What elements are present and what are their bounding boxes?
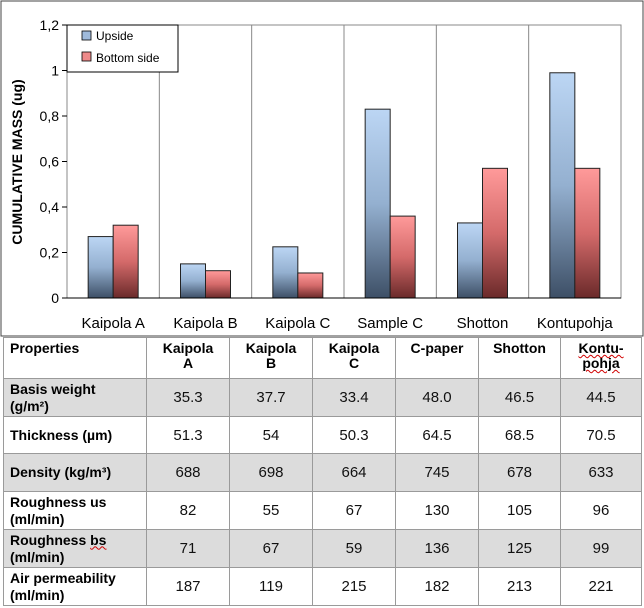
legend-label-upside: Upside — [96, 29, 134, 43]
row-label: Air permeability (ml/min) — [3, 567, 147, 606]
table-cell: 67 — [312, 491, 396, 530]
table-cell: 187 — [146, 567, 230, 606]
x-tick-label: Kaipola C — [265, 315, 330, 332]
bar-upside — [364, 108, 391, 299]
table-row: Roughness us (ml/min) 82 55 67 130 105 96 — [3, 491, 642, 530]
row-label: Thickness (µm) — [3, 416, 147, 454]
table-row: Density (kg/m³) 688 698 664 745 678 633 — [3, 453, 642, 492]
table-cell: 213 — [478, 567, 561, 606]
bar-upside — [457, 222, 483, 299]
column-header: Shotton — [478, 337, 561, 379]
row-label: Basis weight (g/m²) — [3, 378, 147, 417]
table-cell: 664 — [312, 453, 396, 492]
table-cell: 688 — [146, 453, 230, 492]
row-label: Density (kg/m³) — [3, 453, 147, 492]
legend-swatch-bottom — [81, 51, 92, 62]
bar-chart: 0 0,2 0,4 0,6 0,8 1 1,2 Kaipola A Kaipola B Kaipo… — [0, 0, 644, 337]
x-tick-label: Kaipola B — [173, 315, 237, 332]
table-row: Thickness (µm) 51.3 54 50.3 64.5 68.5 70.5 — [3, 416, 642, 454]
column-header: Kaipola A — [146, 337, 230, 379]
table-cell: 215 — [312, 567, 396, 606]
table-cell: 82 — [146, 491, 230, 530]
table-cell: 678 — [478, 453, 561, 492]
properties-table: Properties Kaipola A Kaipola B Kaipola C C-pape… — [3, 337, 642, 606]
table-cell: 745 — [395, 453, 479, 492]
table-cell: 130 — [395, 491, 479, 530]
table-header-row: Properties Kaipola A Kaipola B Kaipola C C-pape… — [3, 337, 642, 379]
table-cell: 50.3 — [312, 416, 396, 454]
table-cell: 221 — [560, 567, 642, 606]
header-properties: Properties — [3, 337, 147, 379]
bar-upside — [180, 263, 206, 299]
column-header: Kaipola B — [229, 337, 313, 379]
table-row: Roughness bs (ml/min) 71 67 59 136 125 99 — [3, 529, 642, 568]
bar-bottom-side — [112, 224, 139, 299]
table-row: Air permeability (ml/min) 187 119 215 182 213 2… — [3, 567, 642, 606]
table-cell: 698 — [229, 453, 313, 492]
table-cell: 71 — [146, 529, 230, 568]
table-cell: 33.4 — [312, 378, 396, 417]
legend: Upside Bottom side — [66, 24, 179, 73]
bar-bottom-side — [482, 167, 508, 299]
x-tick-label: Sample C — [357, 315, 423, 332]
x-tick-label: Shotton — [457, 315, 509, 332]
table-cell: 44.5 — [560, 378, 642, 417]
table-cell: 125 — [478, 529, 561, 568]
table-cell: 105 — [478, 491, 561, 530]
legend-swatch-upside — [81, 30, 92, 41]
table-cell: 136 — [395, 529, 479, 568]
legend-label-bottom: Bottom side — [96, 51, 160, 65]
bar-upside — [87, 236, 114, 299]
row-label: Roughness us (ml/min) — [3, 491, 147, 530]
table-row: Basis weight (g/m²) 35.3 37.7 33.4 48.0 46.5 44… — [3, 378, 642, 417]
bar-upside — [272, 246, 299, 299]
table-cell: 51.3 — [146, 416, 230, 454]
column-header: C-paper — [395, 337, 479, 379]
table-cell: 59 — [312, 529, 396, 568]
table-cell: 46.5 — [478, 378, 561, 417]
table-cell: 119 — [229, 567, 313, 606]
table-cell: 54 — [229, 416, 313, 454]
table-cell: 70.5 — [560, 416, 642, 454]
y-tick-label: 1,2 — [40, 17, 60, 33]
y-tick-label: 1 — [51, 63, 59, 79]
table-cell: 67 — [229, 529, 313, 568]
y-tick-label: 0,8 — [40, 108, 60, 124]
row-label: Roughness bs (ml/min) — [3, 529, 147, 568]
table-cell: 37.7 — [229, 378, 313, 417]
table-cell: 64.5 — [395, 416, 479, 454]
table-cell: 48.0 — [395, 378, 479, 417]
bar-bottom-side — [297, 272, 324, 299]
table-cell: 182 — [395, 567, 479, 606]
y-tick-label: 0,4 — [40, 199, 60, 215]
table-cell: 99 — [560, 529, 642, 568]
y-tick-label: 0,2 — [40, 245, 60, 261]
table-cell: 35.3 — [146, 378, 230, 417]
bar-upside — [549, 72, 576, 299]
y-tick-label: 0 — [51, 290, 59, 306]
table-cell: 55 — [229, 491, 313, 530]
table-cell: 96 — [560, 491, 642, 530]
x-tick-label: Kaipola A — [81, 315, 144, 332]
y-axis-title: CUMULATIVE MASS (ug) — [9, 79, 25, 244]
bar-bottom-side — [574, 167, 601, 299]
column-header: Kontu-pohja — [560, 337, 642, 379]
bar-bottom-side — [389, 215, 416, 299]
table-cell: 68.5 — [478, 416, 561, 454]
table-cell: 633 — [560, 453, 642, 492]
column-header: Kaipola C — [312, 337, 396, 379]
x-tick-label: Kontupohja — [537, 315, 614, 332]
y-tick-label: 0,6 — [40, 154, 60, 170]
bar-bottom-side — [205, 270, 231, 299]
